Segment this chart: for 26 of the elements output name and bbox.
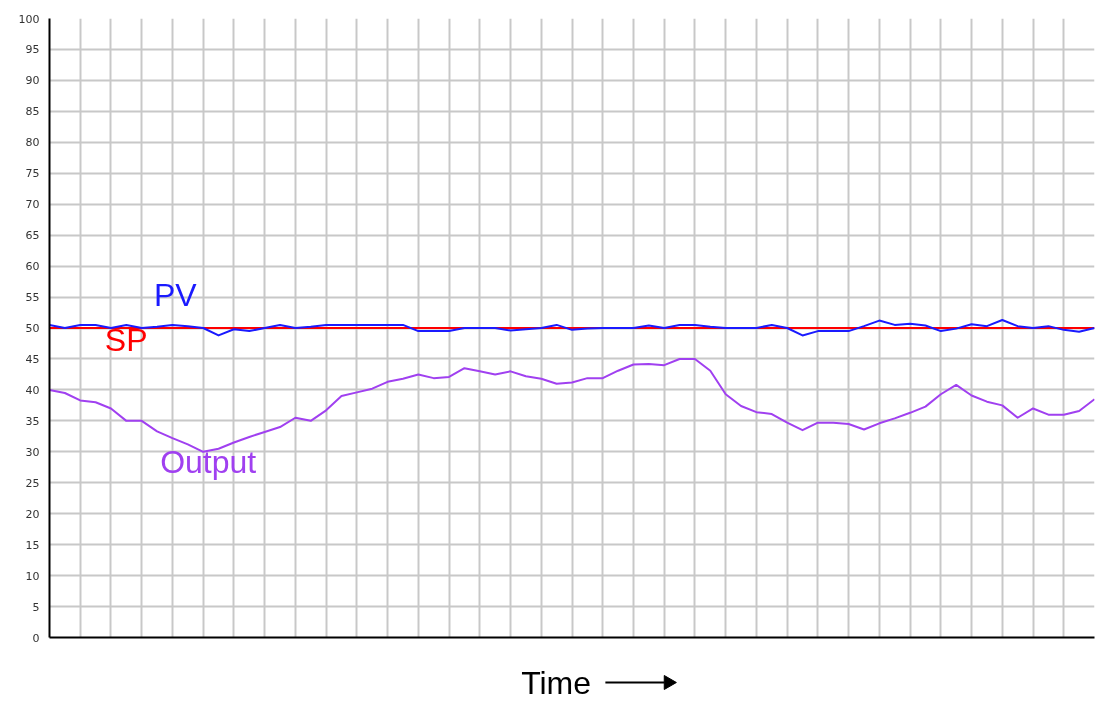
series-label: Output: [160, 443, 257, 480]
y-tick-label: 45: [25, 352, 40, 366]
y-tick-label: 5: [32, 600, 40, 614]
y-tick-label: 25: [25, 476, 40, 490]
y-tick-label: 100: [18, 12, 40, 26]
y-tick-label: 60: [25, 260, 40, 274]
y-tick-label: 10: [25, 569, 40, 583]
y-tick-label: 70: [25, 198, 40, 212]
y-tick-label: 20: [25, 507, 40, 521]
y-tick-label: 85: [25, 105, 40, 119]
y-tick-label: 0: [32, 631, 40, 645]
series-label: SP: [104, 321, 148, 358]
line-series: [49, 357, 1095, 453]
y-tick-label: 80: [25, 136, 40, 150]
y-tick-label: 50: [25, 322, 40, 335]
y-tick-label: 30: [25, 445, 40, 459]
y-tick-label: 75: [25, 167, 40, 181]
y-tick-label: 65: [25, 229, 40, 243]
series-label: PV: [154, 276, 198, 313]
x-axis-title: Time: [521, 664, 592, 701]
y-tick-label: 35: [25, 414, 40, 428]
y-tick-label: 15: [25, 538, 40, 552]
y-tick-label: 55: [25, 291, 40, 305]
y-tick-label: 95: [25, 43, 40, 57]
y-tick-label: 90: [25, 74, 40, 88]
y-tick-label: 40: [25, 383, 40, 397]
